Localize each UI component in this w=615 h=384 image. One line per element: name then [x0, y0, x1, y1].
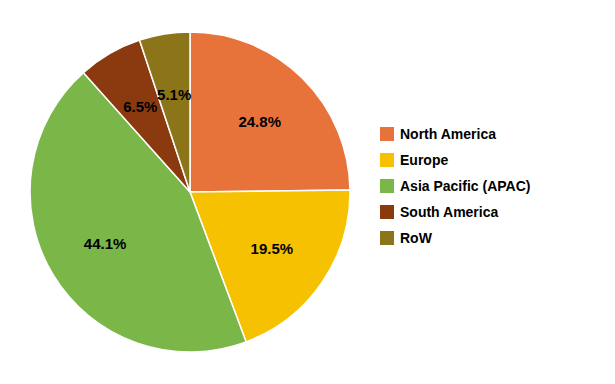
legend: North America Europe Asia Pacific (APAC) So…: [380, 126, 530, 246]
legend-swatch: [380, 205, 394, 219]
legend-label: Asia Pacific (APAC): [400, 178, 530, 194]
legend-label: North America: [400, 126, 496, 142]
legend-item: Europe: [380, 152, 448, 168]
legend-swatch: [380, 153, 394, 167]
legend-label: RoW: [400, 230, 433, 246]
legend-label: South America: [400, 204, 498, 220]
legend-item: South America: [380, 204, 498, 220]
legend-item: North America: [380, 126, 496, 142]
legend-swatch: [380, 127, 394, 141]
data-label: 19.5%: [251, 240, 294, 257]
data-label: 6.5%: [123, 98, 157, 115]
data-label: 44.1%: [84, 235, 127, 252]
legend-swatch: [380, 231, 394, 245]
legend-swatch: [380, 179, 394, 193]
legend-item: RoW: [380, 230, 433, 246]
legend-label: Europe: [400, 152, 448, 168]
data-label: 5.1%: [157, 86, 191, 103]
chart: 24.8% 19.5% 44.1% 6.5%5.1% North America Euro…: [0, 0, 615, 384]
pie-slice: [190, 32, 350, 192]
legend-item: Asia Pacific (APAC): [380, 178, 530, 194]
pie-slice: [30, 73, 246, 352]
data-label: 24.8%: [238, 113, 281, 130]
pie: 24.8% 19.5% 44.1% 6.5%5.1%: [30, 32, 350, 352]
